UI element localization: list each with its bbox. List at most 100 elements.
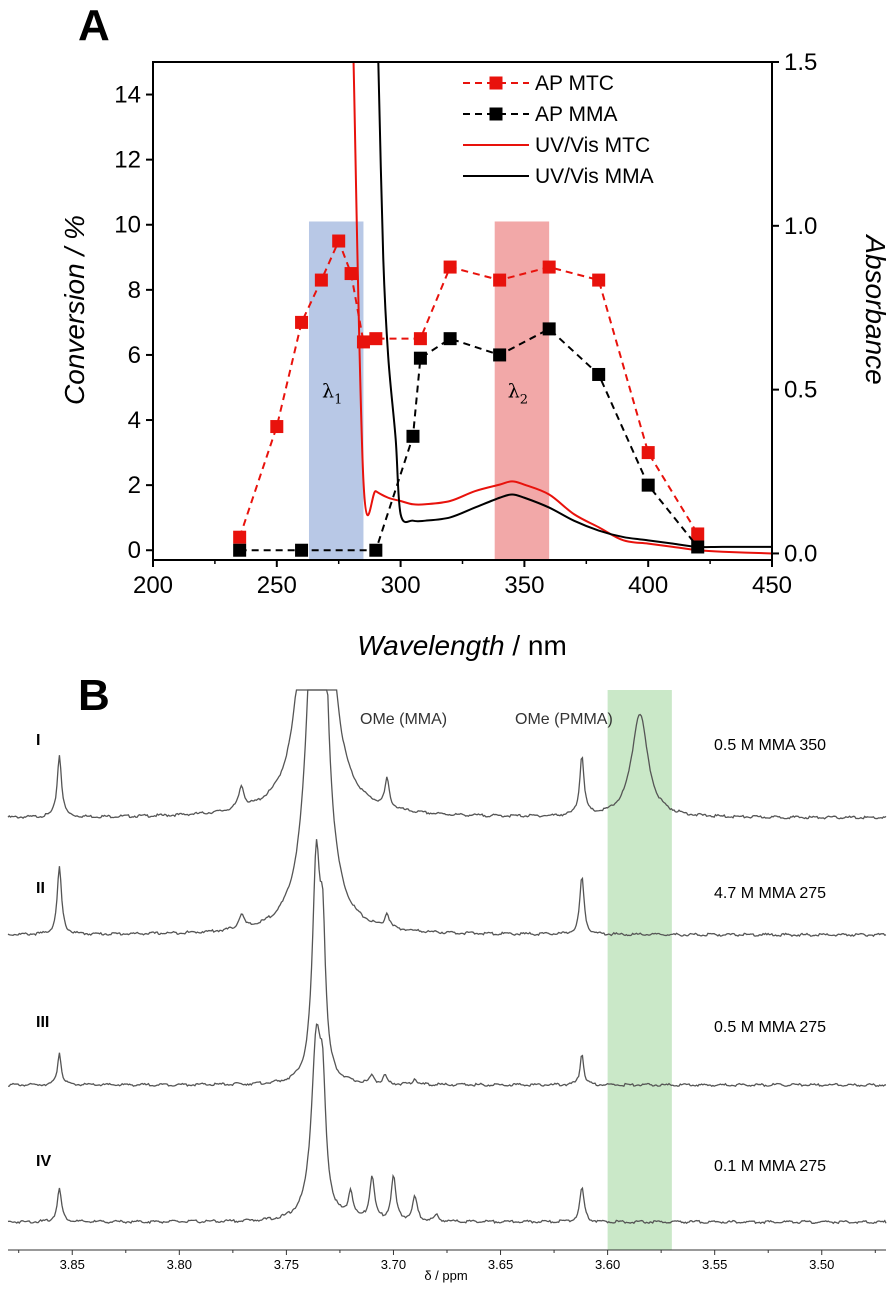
spectrum-iii — [7, 839, 887, 1088]
x-tick-label: 250 — [257, 572, 297, 599]
x-tick-label: 300 — [381, 572, 421, 599]
y-tick-label: 2 — [128, 472, 141, 499]
annotation-ome-pmma: OMe (PMMA) — [515, 711, 613, 728]
y-tick-label: 6 — [128, 342, 141, 369]
plot-frame — [152, 61, 773, 561]
point-ap-mma — [369, 543, 383, 557]
point-ap-mtc — [332, 234, 346, 248]
y2-axis-title-text: Absorbance — [860, 233, 891, 384]
x-tick-label: 400 — [628, 572, 668, 599]
point-ap-mtc — [443, 260, 457, 274]
band-label-lambda-2: λ2 — [508, 380, 528, 407]
y-tick-label: 14 — [114, 82, 141, 109]
y-tick-label: 0 — [128, 537, 141, 564]
point-ap-mma — [406, 429, 420, 443]
nmr-x-tick-label: 3.55 — [702, 1257, 727, 1272]
x-axis-title-italic: Wavelength — [357, 630, 504, 661]
point-ap-mma — [542, 322, 556, 336]
point-ap-mtc — [542, 260, 556, 274]
point-ap-mma — [443, 332, 457, 346]
point-ap-mtc — [592, 273, 606, 287]
spectrum-roman-iv: IV — [36, 1153, 51, 1170]
spectrum-roman-iii: III — [36, 1014, 49, 1031]
point-ap-mtc — [314, 273, 328, 287]
uvvis-curves — [352, 62, 772, 555]
x-tick-label: 450 — [752, 572, 792, 599]
y-tick-label: 10 — [114, 212, 141, 239]
legend-marker-ap-mtc — [489, 76, 503, 90]
spectrum-ii — [7, 689, 887, 938]
y-axis-title-text: Conversion / % — [59, 215, 90, 405]
spectrum-i — [7, 689, 887, 820]
line-ap-mma — [239, 327, 699, 552]
point-ap-mma — [493, 348, 507, 362]
axis-ticks: 200 250 300 350 400 450 0 2 4 6 8 10 12 14 0.0 0.5 1.0 1.… — [114, 49, 817, 599]
point-ap-mma — [641, 478, 655, 492]
spectrum-roman-ii: II — [36, 880, 45, 897]
point-ap-mtc — [641, 446, 655, 460]
y2-tick-label: 0.0 — [784, 540, 817, 567]
legend-label-uv-vis-mma: UV/Vis MMA — [535, 165, 654, 188]
panel-a-letter: A — [78, 1, 110, 50]
annotation-ome-mma: OMe (MMA) — [360, 711, 447, 728]
spectrum-label-iii: 0.5 M MMA 275 — [714, 1019, 826, 1036]
y-tick-label: 4 — [128, 407, 141, 434]
x-axis-title-unit: / nm — [505, 630, 567, 661]
y-axis-title: Conversion / % — [59, 215, 90, 405]
nmr-x-tick-label: 3.65 — [488, 1257, 513, 1272]
line-ap-mtc — [238, 238, 699, 538]
point-ap-mtc — [413, 332, 427, 346]
x-tick-label: 200 — [133, 572, 173, 599]
legend-label-ap-mma: AP MMA — [535, 103, 617, 126]
nmr-x-tick-label: 3.75 — [274, 1257, 299, 1272]
y-tick-label: 12 — [114, 147, 141, 174]
spectrum-label-ii: 4.7 M MMA 275 — [714, 885, 826, 902]
nmr-x-tick-label: 3.85 — [60, 1257, 85, 1272]
nmr-x-tick-label: 3.60 — [595, 1257, 620, 1272]
nmr-x-tick-label: 3.70 — [381, 1257, 406, 1272]
panel-a-chart: A λ1 λ2 200 250 300 350 400 450 0 2 4 6 8 10 12 14 0.0 0… — [59, 1, 891, 661]
y2-tick-label: 1.5 — [784, 49, 817, 76]
nmr-axis-ticks: 3.85 3.80 3.75 3.70 3.65 3.60 3.55 3.50 — [18, 1250, 876, 1272]
point-ap-mtc — [691, 527, 705, 541]
band-label-lambda-1: λ1 — [322, 380, 342, 407]
spectrum-iv — [7, 1023, 887, 1225]
point-ap-mma — [295, 543, 309, 557]
y-tick-label: 8 — [128, 277, 141, 304]
x-axis-title: Wavelength / nm — [357, 630, 567, 661]
point-ap-mma — [592, 367, 606, 381]
point-ap-mma — [233, 543, 247, 557]
spectrum-label-iv: 0.1 M MMA 275 — [714, 1158, 826, 1175]
legend-marker-ap-mma — [489, 107, 503, 121]
y2-axis-title: Absorbance — [860, 233, 891, 384]
nmr-spectra — [7, 689, 887, 1225]
y2-tick-label: 1.0 — [784, 213, 817, 240]
pmma-highlight — [607, 690, 672, 1250]
spectrum-roman-i: I — [36, 732, 40, 749]
panel-b-letter: B — [78, 671, 110, 720]
y2-tick-label: 0.5 — [784, 377, 817, 404]
point-ap-mtc — [233, 530, 247, 544]
band-lambda-2 — [494, 221, 550, 561]
curve-uv-vis-mtc — [352, 62, 772, 555]
point-ap-mtc — [270, 420, 284, 434]
point-ap-mtc — [344, 267, 358, 281]
point-ap-mtc — [493, 273, 507, 287]
chart-legend: AP MTC AP MMA UV/Vis MTC UV/Vis MMA — [463, 72, 654, 188]
point-ap-mtc — [369, 332, 383, 346]
nmr-x-tick-label: 3.80 — [167, 1257, 192, 1272]
spectrum-label-i: 0.5 M MMA 350 — [714, 737, 826, 754]
point-ap-mma — [413, 351, 427, 365]
x-tick-label: 350 — [504, 572, 544, 599]
point-ap-mtc — [356, 335, 370, 349]
spectrum-labels: I 0.5 M MMA 350 II 4.7 M MMA 275 III 0.5 M MM… — [36, 732, 826, 1175]
nmr-x-tick-label: 3.50 — [809, 1257, 834, 1272]
legend-label-uv-vis-mtc: UV/Vis MTC — [535, 134, 650, 157]
point-ap-mma — [691, 540, 705, 554]
legend-label-ap-mtc: AP MTC — [535, 72, 614, 95]
point-ap-mtc — [295, 315, 309, 329]
panel-b-nmr: B I 0.5 M MMA 350 II 4.7 M MMA 275 III 0.5 M … — [7, 671, 887, 1283]
nmr-x-axis-title: δ / ppm — [424, 1268, 467, 1283]
conversion-series — [233, 234, 705, 557]
